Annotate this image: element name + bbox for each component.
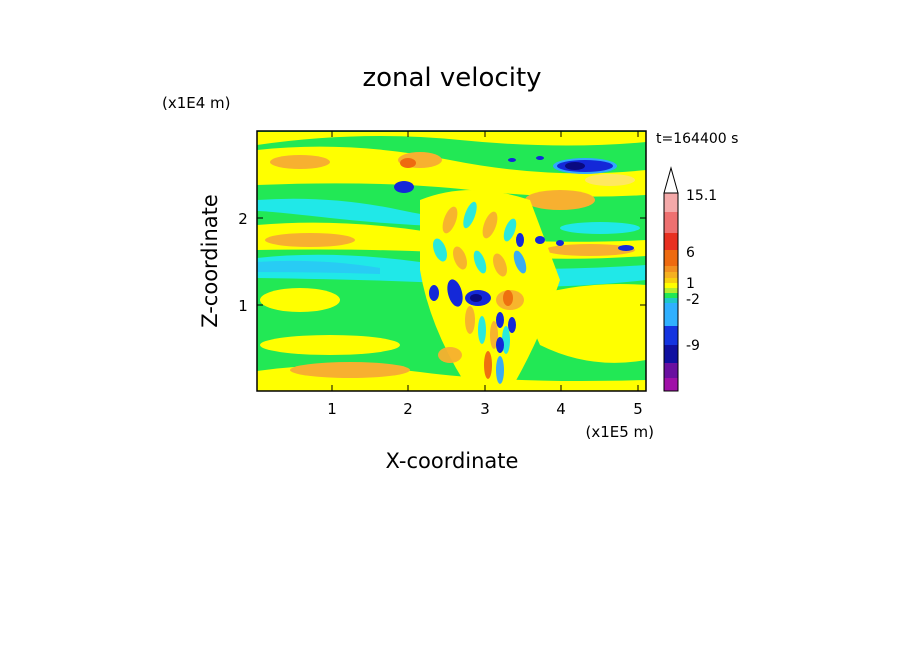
- colorbar-segment: [664, 288, 678, 293]
- colorbar-label: 1: [686, 276, 695, 292]
- time-label: t=164400 s: [656, 131, 738, 147]
- contour-field: [257, 131, 646, 391]
- x-tick-label: 5: [633, 400, 643, 418]
- x-tick-label: 2: [403, 400, 413, 418]
- colorbar-segment: [664, 266, 678, 272]
- colorbar-segment: [664, 326, 678, 345]
- y-axis: [257, 217, 646, 306]
- chart-title: zonal velocity: [362, 63, 541, 93]
- colorbar-segment: [664, 272, 678, 278]
- colorbar-segment: [664, 233, 678, 250]
- colorbar-label: 15.1: [686, 188, 717, 204]
- colorbar-segment: [664, 250, 678, 266]
- colorbar-label: 6: [686, 245, 695, 261]
- colorbar-segment: [664, 278, 678, 283]
- colorbar-label: -2: [686, 292, 700, 308]
- x-tick-label: 1: [327, 400, 337, 418]
- colorbar-segment: [664, 212, 678, 233]
- y-tick-label: 2: [238, 210, 248, 228]
- x-axis: [331, 131, 639, 391]
- x-tick-label: 4: [556, 400, 566, 418]
- colorbar-segment: [664, 345, 678, 363]
- x-tick-label: 3: [480, 400, 490, 418]
- x-axis-label: X-coordinate: [386, 449, 519, 473]
- colorbar-segment: [664, 303, 678, 326]
- colorbar-segment: [664, 283, 678, 288]
- colorbar-segment: [664, 298, 678, 303]
- colorbar-arrow: [663, 166, 679, 194]
- colorbar-segment: [664, 193, 678, 212]
- y-tick-label: 1: [238, 297, 248, 315]
- colorbar-segment: [664, 293, 678, 298]
- colorbar-label: -9: [686, 338, 700, 354]
- colorbar-frame: [663, 192, 679, 392]
- plot-frame: [256, 130, 647, 392]
- colorbar: [663, 166, 679, 392]
- colorbar-segment: [664, 363, 678, 378]
- y-unit-label: (x1E4 m): [162, 94, 231, 112]
- y-axis-label: Z-coordinate: [198, 194, 222, 328]
- x-unit-label: (x1E5 m): [585, 423, 654, 441]
- colorbar-segment: [664, 378, 678, 391]
